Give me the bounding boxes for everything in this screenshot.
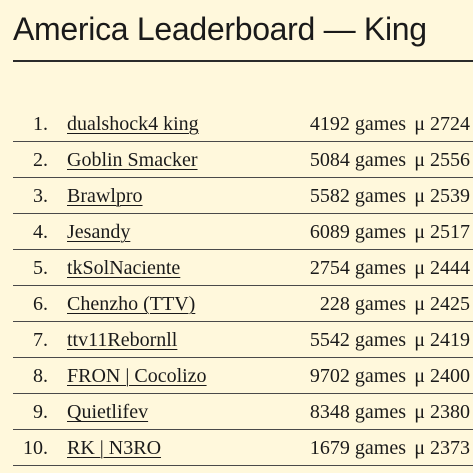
player-link[interactable]: Jesandy: [67, 221, 131, 243]
player-link[interactable]: dualshock4 king: [67, 113, 199, 135]
games-count: 1679 games: [309, 437, 406, 459]
rating-value: μ 2419: [414, 329, 470, 351]
games-count: 228 games: [319, 293, 406, 315]
leaderboard-row: 9. Quietlifev 8348 games μ 2380: [13, 394, 473, 430]
leaderboard-list: 1. dualshock4 king 4192 games μ 2724 2. …: [13, 106, 473, 466]
rank-number: 5.: [33, 257, 48, 279]
rank-number: 1.: [33, 113, 48, 135]
rank-number: 9.: [33, 401, 48, 423]
rating-value: μ 2517: [414, 221, 470, 243]
rank-number: 2.: [33, 149, 48, 171]
games-count: 5542 games: [309, 329, 406, 351]
player-link[interactable]: tkSolNaciente: [67, 257, 181, 279]
rank-number: 10.: [23, 437, 48, 459]
rating-value: μ 2556: [414, 149, 470, 171]
games-count: 5582 games: [309, 185, 406, 207]
player-link[interactable]: RK | N3RO: [67, 437, 162, 459]
rating-value: μ 2373: [414, 437, 470, 459]
rating-value: μ 2444: [414, 257, 470, 279]
player-link[interactable]: Goblin Smacker: [67, 149, 198, 171]
player-link[interactable]: Chenzho (TTV): [67, 293, 196, 315]
rating-value: μ 2724: [414, 113, 470, 135]
games-count: 2754 games: [309, 257, 406, 279]
rating-value: μ 2539: [414, 185, 470, 207]
rank-number: 4.: [33, 221, 48, 243]
leaderboard-row: 1. dualshock4 king 4192 games μ 2724: [13, 106, 473, 142]
player-link[interactable]: FRON | Cocolizo: [67, 365, 207, 387]
title-divider: [13, 60, 473, 62]
player-link[interactable]: Quietlifev: [67, 401, 149, 423]
rank-number: 8.: [33, 365, 48, 387]
games-count: 6089 games: [309, 221, 406, 243]
games-count: 4192 games: [309, 113, 406, 135]
rank-number: 7.: [33, 329, 48, 351]
rating-value: μ 2425: [414, 293, 470, 315]
rating-value: μ 2380: [414, 401, 470, 423]
leaderboard-row: 3. Brawlpro 5582 games μ 2539: [13, 178, 473, 214]
leaderboard-row: 5. tkSolNaciente 2754 games μ 2444: [13, 250, 473, 286]
page-title: America Leaderboard — King: [13, 11, 427, 47]
leaderboard-row: 8. FRON | Cocolizo 9702 games μ 2400: [13, 358, 473, 394]
leaderboard-row: 10. RK | N3RO 1679 games μ 2373: [13, 430, 473, 466]
rank-number: 6.: [33, 293, 48, 315]
player-link[interactable]: Brawlpro: [67, 185, 143, 207]
games-count: 5084 games: [309, 149, 406, 171]
player-link[interactable]: ttv11Rebornll: [67, 329, 178, 351]
games-count: 9702 games: [309, 365, 406, 387]
rank-number: 3.: [33, 185, 48, 207]
leaderboard-row: 6. Chenzho (TTV) 228 games μ 2425: [13, 286, 473, 322]
leaderboard-row: 2. Goblin Smacker 5084 games μ 2556: [13, 142, 473, 178]
leaderboard-row: 7. ttv11Rebornll 5542 games μ 2419: [13, 322, 473, 358]
rating-value: μ 2400: [414, 365, 470, 387]
leaderboard-row: 4. Jesandy 6089 games μ 2517: [13, 214, 473, 250]
games-count: 8348 games: [309, 401, 406, 423]
